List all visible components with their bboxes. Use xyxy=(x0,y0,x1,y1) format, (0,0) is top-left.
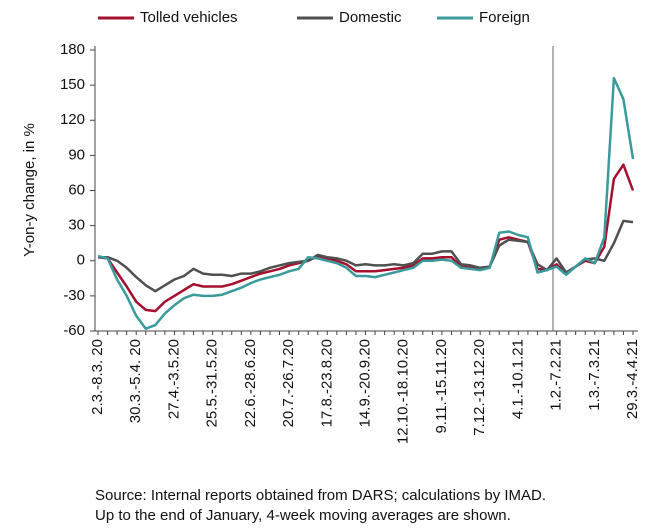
series-line xyxy=(97,76,635,330)
x-tick-label: 4.1.-10.1.21 xyxy=(509,339,526,419)
y-tick-label: 30 xyxy=(68,217,85,234)
y-axis-label: Y-on-y change, in % xyxy=(21,123,38,257)
x-tick-label: 27.4.-3.5.20 xyxy=(165,339,182,419)
series-line xyxy=(98,219,634,293)
x-tick-label: 1.3.-7.3.21 xyxy=(586,339,603,411)
y-tick-label: 60 xyxy=(68,181,85,198)
x-tick-label: 9.11.-15.11.20 xyxy=(433,339,450,434)
y-tick-label: 150 xyxy=(60,76,85,93)
x-tick-label: 22.6.-28.6.20 xyxy=(242,339,259,427)
x-tick-label: 20.7.-26.7.20 xyxy=(280,339,297,427)
legend-label: Foreign xyxy=(479,9,530,26)
legend-label: Tolled vehicles xyxy=(140,9,238,26)
x-tick-label: 2.3.-8.3. 20 xyxy=(89,339,106,415)
x-tick-label: 29.3.-4.4.21 xyxy=(624,339,641,419)
x-tick-label: 30.3.-5.4. 20 xyxy=(127,339,144,423)
y-tick-label: 120 xyxy=(60,111,85,128)
y-tick-label: -60 xyxy=(63,322,85,339)
x-tick-label: 14.9.-20.9.20 xyxy=(356,339,373,427)
x-tick-label: 1.2.-7.2.21 xyxy=(548,339,565,411)
y-tick-label: 90 xyxy=(68,146,85,163)
y-tick-label: 180 xyxy=(60,41,85,58)
x-tick-label: 7.12.-13.12.20 xyxy=(471,339,488,436)
y-tick-label: -30 xyxy=(63,287,85,304)
note: Source: Internal reports obtained from D… xyxy=(95,487,546,504)
x-tick-label: 25.5.-31.5.20 xyxy=(204,339,221,427)
x-tick-label: 17.8.-23.8.20 xyxy=(318,339,335,427)
note: Up to the end of January, 4-week moving … xyxy=(95,507,511,524)
y-tick-label: 0 xyxy=(77,252,85,269)
x-tick-label: 12.10.-18.10.20 xyxy=(395,339,412,444)
legend-label: Domestic xyxy=(339,9,402,26)
